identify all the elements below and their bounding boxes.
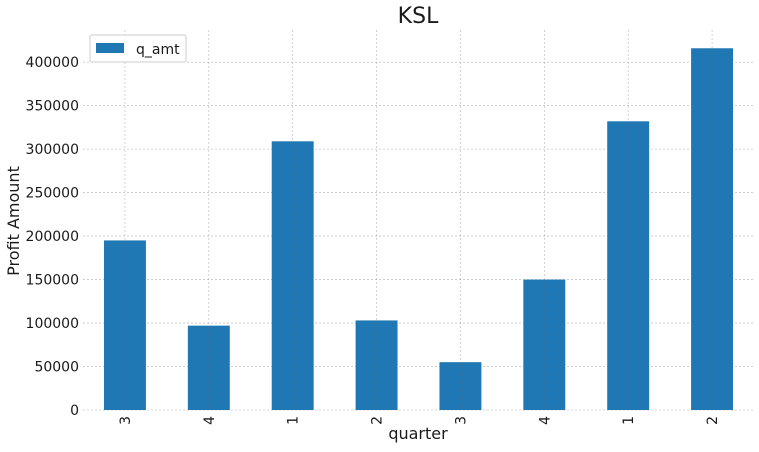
x-tick-label: 4 xyxy=(537,416,553,425)
y-tick-label: 0 xyxy=(70,403,79,419)
grid xyxy=(83,61,754,411)
x-axis-label: quarter xyxy=(388,424,448,443)
legend: q_amt xyxy=(89,34,187,63)
y-tick-label: 150000 xyxy=(26,273,79,289)
y-tick-label: 100000 xyxy=(26,316,79,332)
x-tick-label: 2 xyxy=(705,416,721,425)
legend-box xyxy=(89,34,187,63)
y-tick-label: 300000 xyxy=(26,142,79,158)
bar xyxy=(607,121,650,410)
bar xyxy=(103,240,146,410)
bar xyxy=(691,48,734,411)
y-tick-label: 250000 xyxy=(26,186,79,202)
legend-label: q_amt xyxy=(136,42,180,58)
x-tick-label: 1 xyxy=(286,416,302,425)
x-tick-label: 3 xyxy=(118,416,134,425)
y-tick-label: 400000 xyxy=(26,55,79,71)
x-tick-label: 3 xyxy=(453,416,469,425)
x-tick-label: 4 xyxy=(202,416,218,425)
y-tick-label: 350000 xyxy=(26,99,79,115)
bar xyxy=(355,320,398,410)
legend-swatch xyxy=(96,43,124,53)
x-axis-ticks: 3 4 1 2 3 4 1 2 xyxy=(118,416,721,425)
y-axis-ticks: 0 50000 100000 150000 200000 250000 300000 3500… xyxy=(26,55,79,419)
bar xyxy=(523,279,566,410)
x-tick-label: 2 xyxy=(370,416,386,425)
bars xyxy=(103,30,734,411)
y-tick-label: 200000 xyxy=(26,229,79,245)
y-axis-label: Profit Amount xyxy=(4,166,23,276)
y-tick-label: 50000 xyxy=(34,360,79,376)
chart-title: KSL xyxy=(398,4,439,29)
x-tick-label: 1 xyxy=(621,416,637,425)
